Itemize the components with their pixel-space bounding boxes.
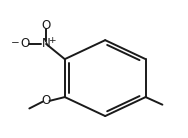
Text: O: O [42, 19, 51, 32]
Text: +: + [48, 36, 55, 45]
Text: O: O [42, 94, 51, 107]
Text: −: − [11, 38, 20, 48]
Text: N: N [42, 37, 51, 51]
Text: O: O [20, 37, 29, 51]
